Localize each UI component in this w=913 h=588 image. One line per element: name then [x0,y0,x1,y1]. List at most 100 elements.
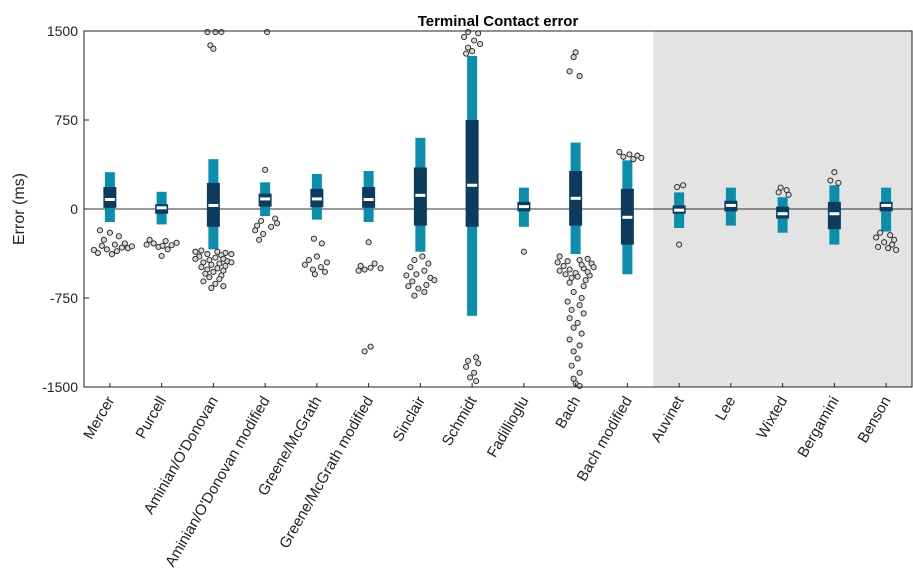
outlier-point [264,28,271,36]
outlier-point [578,330,585,337]
outlier-point [108,251,115,258]
outlier-point [630,156,637,163]
outlier-point [576,302,583,309]
outlier-point [576,73,583,80]
outlier-point [473,378,480,385]
median-mark [156,206,167,210]
outlier-point [262,166,269,173]
outlier-point [216,275,223,283]
outlier-point [576,369,583,376]
outlier-point [143,241,150,248]
box-0 [90,172,135,258]
outlier-point [403,272,410,279]
x-tick-label: Lee [712,394,739,424]
median-mark [674,208,685,212]
outlier-point [113,248,120,255]
outlier-point [568,306,575,313]
outlier-point [893,246,900,253]
median-mark [777,212,788,216]
outlier-point [323,259,330,266]
outlier-point [94,249,101,256]
outlier-point [566,336,573,343]
outlier-point [200,278,207,285]
outlier-point [465,357,472,364]
outlier-point [212,254,219,261]
x-tick-label: Fadillioglu [484,394,532,461]
outlier-point [461,33,468,40]
x-tick-label: Aminian/O'Donovan modified [162,394,274,570]
x-tick-label: Bergamini [794,394,842,461]
outlier-point [566,266,573,273]
median-mark [570,196,581,200]
outlier-point [100,236,107,243]
outlier-point [256,236,263,243]
iqr-box [362,187,376,208]
outlier-point [421,289,428,296]
outlier-point [258,217,265,224]
outlier-point [214,265,221,272]
outlier-point [638,154,645,162]
y-axis-ticks: -1500 -750 0 750 1500 [42,23,89,395]
outlier-point [355,267,362,274]
outlier-point [469,48,476,55]
outlier-point [106,229,113,236]
outlier-point [475,30,482,37]
outlier-point [111,241,118,248]
outlier-point [674,183,681,191]
outlier-point [889,241,896,248]
outlier-point [409,278,416,285]
outlier-point [564,258,571,265]
outlier-point [582,277,589,284]
outlier-point [162,237,169,245]
x-tick-label: Sinclair [390,394,429,445]
outlier-point [146,236,153,243]
outlier-point [313,253,320,260]
iqr-box [827,201,841,230]
outlier-point [192,248,199,255]
outlier-point [377,265,384,272]
x-tick-label: Mercer [80,393,118,442]
median-mark [829,212,840,216]
x-tick-label: Schmidt [439,393,481,449]
outlier-point [423,281,430,288]
median-mark [260,197,271,201]
box-8 [517,187,531,255]
outlier-point [566,68,573,75]
outlier-point [220,283,227,290]
outlier-point [556,267,563,274]
outlier-point [578,294,585,302]
outlier-point [616,148,623,156]
box-7 [461,28,484,385]
outlier-point [198,247,205,254]
outlier-point [208,261,215,268]
outlier-point [212,28,219,36]
outlier-point [98,242,105,249]
outlier-point [885,245,892,252]
y-axis-label: Error (ms) [11,173,28,245]
outlier-point [574,273,581,280]
outlier-point [477,41,484,48]
outlier-point [361,348,368,355]
outlier-point [873,234,880,241]
outlier-point [471,369,478,376]
outlier-point [877,229,884,236]
box-4 [301,173,330,278]
outlier-point [473,354,480,361]
y-tick-label: 0 [70,201,78,217]
y-tick-label: -1500 [42,379,78,395]
box-3 [252,28,281,243]
x-axis-ticks: Mercer PurcellAminian/O'DonovanAminian/O'… [80,383,895,570]
outlier-point [578,261,585,268]
outlier-point [566,315,573,322]
outlier-point [121,240,128,247]
outlier-point [580,283,587,290]
outlier-point [365,239,372,246]
outlier-point [90,246,97,253]
median-mark [467,183,478,187]
outlier-point [214,248,221,255]
outlier-point [574,319,581,326]
outlier-point [317,264,324,271]
outlier-point [411,292,418,299]
outlier-point [471,37,478,44]
